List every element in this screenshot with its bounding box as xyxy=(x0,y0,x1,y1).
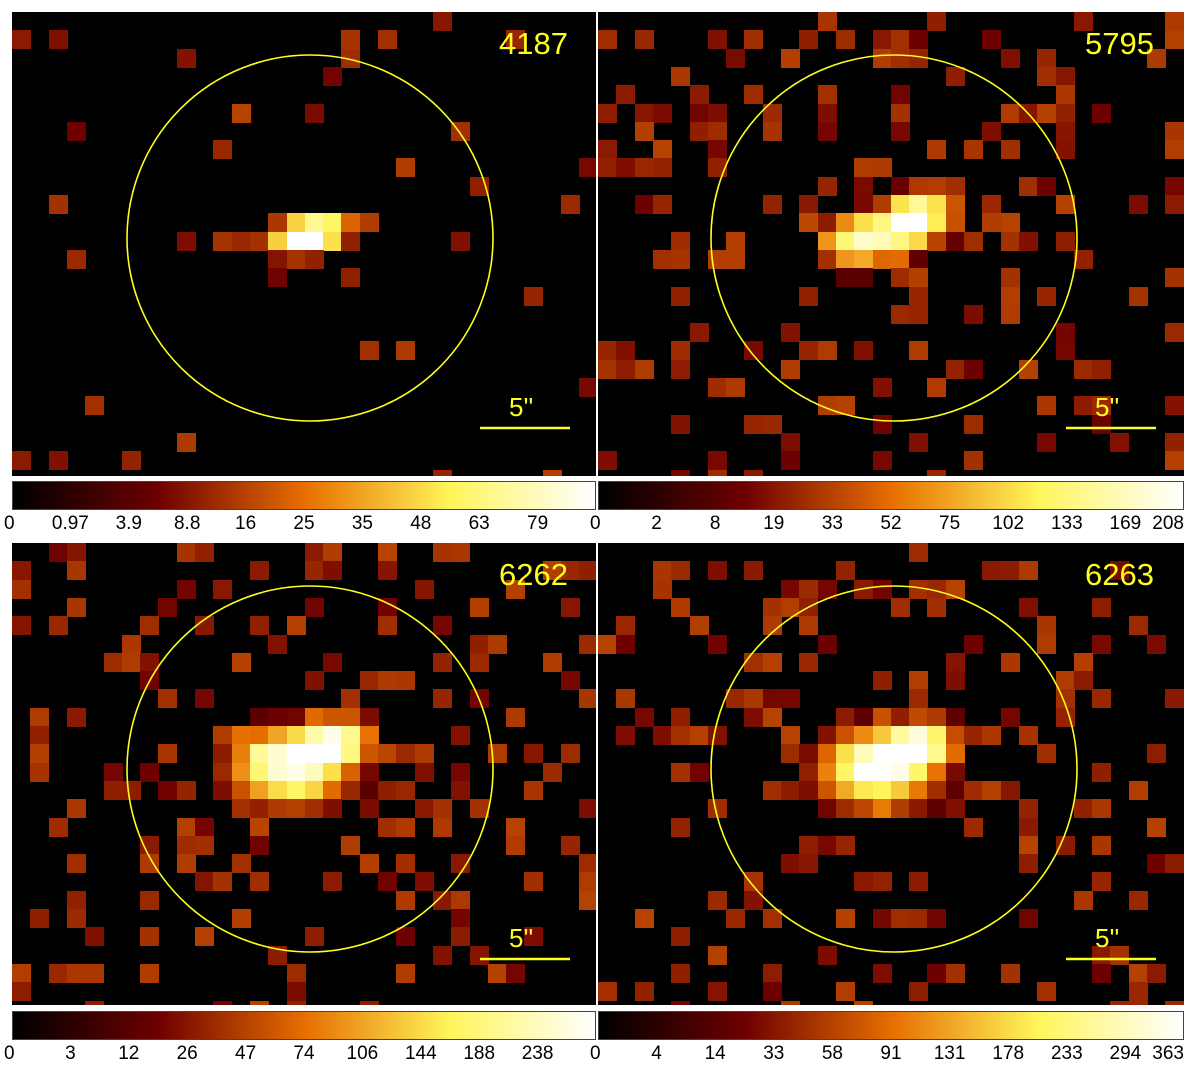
overlay xyxy=(710,585,1156,961)
colorbar-tick-label: 58 xyxy=(821,1043,843,1064)
colorbar-tick-label: 0 xyxy=(4,513,15,534)
colorbar-tick-label: 0 xyxy=(4,1043,15,1064)
obsid-label: 4187 xyxy=(499,26,568,61)
colorbar-tick-label: 0 xyxy=(590,513,601,534)
colorbar-tick-label: 33 xyxy=(821,513,843,534)
counts-map xyxy=(598,12,1184,476)
colorbar xyxy=(12,481,596,510)
colorbar-tick-label: 3 xyxy=(65,1043,76,1064)
colorbar xyxy=(598,481,1184,510)
counts-map xyxy=(598,543,1184,1005)
overlay xyxy=(710,54,1156,430)
xray-image: 4187 5'' xyxy=(12,12,596,476)
scale-bar-label: 5'' xyxy=(509,392,534,422)
colorbar-tick-label: 8 xyxy=(709,513,721,534)
colorbar-tick-label: 106 xyxy=(346,1043,379,1064)
colorbar-tick-label: 363 xyxy=(1152,1043,1184,1064)
extraction-region-circle xyxy=(126,585,494,953)
xray-image: 6262 5'' xyxy=(12,543,596,1005)
scale-bar-label: 5'' xyxy=(509,923,534,953)
colorbar-tick-label: 48 xyxy=(410,513,432,534)
colorbar xyxy=(598,1011,1184,1040)
obsid-label: 6263 xyxy=(1085,557,1154,592)
colorbar-tick-label: 35 xyxy=(351,513,373,534)
colorbar-tick-label: 188 xyxy=(463,1043,496,1064)
colorbar-tick-label: 63 xyxy=(468,513,490,534)
colorbar-tick-label: 0 xyxy=(590,1043,601,1064)
colorbar-tick-label: 91 xyxy=(880,1043,902,1064)
colorbar-tick-label: 14 xyxy=(704,1043,726,1064)
colorbar-tick-label: 16 xyxy=(235,513,257,534)
colorbar-tick-label: 75 xyxy=(939,513,961,534)
colorbar-tick-label: 2 xyxy=(651,513,662,534)
overlay xyxy=(126,585,570,961)
colorbar-tick-label: 169 xyxy=(1109,513,1142,534)
colorbar-tick-label: 238 xyxy=(521,1043,554,1064)
colorbar-tick-label: 0.97 xyxy=(51,513,89,534)
xray-image: 6263 5'' xyxy=(598,543,1184,1005)
extraction-region-circle xyxy=(710,585,1078,953)
counts-map xyxy=(12,543,596,1005)
colorbar-tick-label: 144 xyxy=(404,1043,437,1064)
colorbar-tick-label: 52 xyxy=(880,513,902,534)
colorbar-tick-label: 233 xyxy=(1050,1043,1083,1064)
colorbar-tick-label: 79 xyxy=(527,513,549,534)
xray-image: 5795 5'' xyxy=(598,12,1184,476)
colorbar-tick-label: 12 xyxy=(118,1043,140,1064)
colorbar xyxy=(12,1011,596,1040)
colorbar-tick-label: 133 xyxy=(1050,513,1083,534)
extraction-region-circle xyxy=(710,54,1078,422)
colorbar-ticks: 0 4 14 33 58 91 131 178 233 294 363 xyxy=(590,1043,1184,1067)
colorbar-tick-label: 8.8 xyxy=(173,513,201,534)
colorbar-tick-label: 294 xyxy=(1109,1043,1142,1064)
scale-bar-label: 5'' xyxy=(1095,923,1120,953)
colorbar-tick-label: 33 xyxy=(763,1043,785,1064)
colorbar-ticks: 0 2 8 19 33 52 75 102 133 169 208 xyxy=(590,513,1184,537)
colorbar-tick-label: 26 xyxy=(176,1043,198,1064)
colorbar-tick-label: 3.9 xyxy=(115,513,143,534)
extraction-region-circle xyxy=(126,54,494,422)
obsid-label: 5795 xyxy=(1085,26,1154,61)
colorbar-tick-label: 19 xyxy=(763,513,785,534)
colorbar-tick-label: 102 xyxy=(992,513,1025,534)
counts-map xyxy=(12,12,596,476)
colorbar-tick-label: 25 xyxy=(293,513,315,534)
colorbar-tick-label: 74 xyxy=(293,1043,315,1064)
colorbar-tick-label: 178 xyxy=(992,1043,1025,1064)
colorbar-tick-label: 208 xyxy=(1152,513,1184,534)
obsid-label: 6262 xyxy=(499,557,568,592)
colorbar-tick-label: 4 xyxy=(651,1043,662,1064)
scale-bar-label: 5'' xyxy=(1095,392,1120,422)
colorbar-tick-label: 131 xyxy=(933,1043,966,1064)
colorbar-tick-label: 47 xyxy=(235,1043,257,1064)
colorbar-ticks: 0 3 12 26 47 74 106 144 188 238 xyxy=(4,1043,596,1067)
overlay xyxy=(126,54,570,430)
colorbar-ticks: 0 0.97 3.9 8.8 16 25 35 48 63 79 xyxy=(4,513,596,537)
